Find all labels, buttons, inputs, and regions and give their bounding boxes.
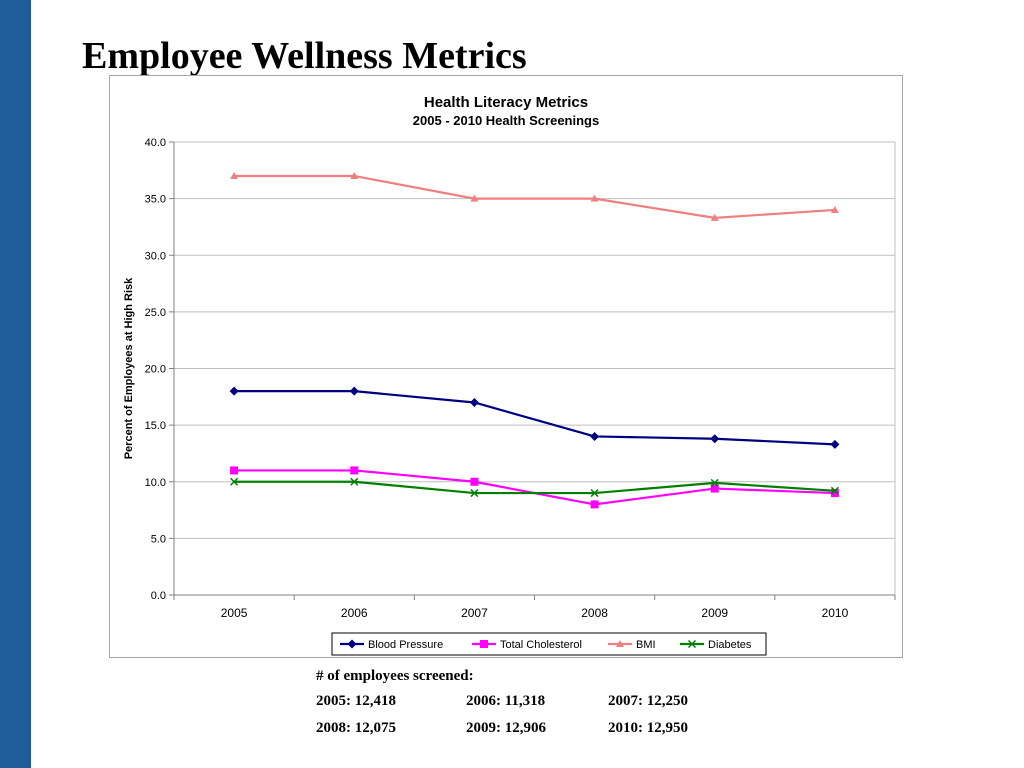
legend-label-bmi: BMI (636, 639, 656, 651)
x-tick-label: 2008 (581, 606, 608, 620)
data-point-total-cholesterol (710, 484, 719, 493)
data-point-bmi (590, 194, 599, 202)
y-tick-label: 35.0 (145, 194, 166, 206)
series-line-blood-pressure (234, 390, 835, 446)
data-point-bmi (830, 205, 839, 213)
data-point-blood-pressure (349, 386, 359, 396)
data-point-diabetes (710, 478, 719, 487)
screened-count: 2006: 11,318 (466, 693, 546, 709)
series-line-diabetes (234, 480, 835, 495)
data-point-diabetes (590, 489, 599, 498)
x-tick-label: 2010 (822, 606, 849, 620)
y-tick-label: 10.0 (145, 477, 166, 489)
data-point-bmi (230, 171, 239, 179)
x-tick-label: 2009 (701, 606, 728, 620)
data-point-blood-pressure (469, 397, 479, 407)
screened-count: 2007: 12,250 (608, 693, 688, 709)
legend-marker-total-cholesterol (480, 640, 488, 648)
legend-box (331, 632, 767, 656)
y-tick-label: 40.0 (145, 137, 166, 149)
data-point-total-cholesterol (830, 489, 839, 498)
data-point-diabetes (830, 486, 839, 495)
chart-subtitle: 2005 - 2010 Health Screenings (413, 113, 599, 128)
x-tick-label: 2005 (221, 606, 248, 620)
data-point-total-cholesterol (350, 466, 359, 475)
data-point-bmi (470, 194, 479, 202)
series-line-total-cholesterol (234, 469, 835, 506)
data-point-total-cholesterol (590, 500, 599, 509)
y-tick-label: 0.0 (151, 590, 166, 602)
screened-count: 2010: 12,950 (608, 720, 688, 736)
data-point-total-cholesterol (470, 477, 479, 486)
data-point-bmi (710, 213, 719, 221)
legend-label-blood-pressure: Blood Pressure (368, 639, 443, 651)
data-point-diabetes (350, 477, 359, 486)
screened-row: 2008: 12,075 2009: 12,906 2010: 12,950 (316, 715, 758, 742)
screened-row: 2005: 12,418 2006: 11,318 2007: 12,250 (316, 688, 758, 715)
chart-title: Health Literacy Metrics (424, 94, 588, 111)
y-tick-label: 30.0 (145, 250, 166, 262)
slide-accent-bar (0, 0, 31, 768)
x-tick-label: 2006 (341, 606, 368, 620)
y-tick-label: 15.0 (145, 420, 166, 432)
slide-title: Employee Wellness Metrics (82, 35, 527, 77)
screened-summary: # of employees screened: 2005: 12,418 20… (316, 664, 758, 742)
legend-marker-diabetes (687, 639, 697, 649)
data-point-blood-pressure (830, 439, 840, 449)
y-tick-label: 25.0 (145, 307, 166, 319)
legend-label-diabetes: Diabetes (708, 639, 752, 651)
data-point-total-cholesterol (230, 466, 239, 475)
screened-title: # of employees screened: (316, 668, 474, 684)
series-line-bmi (234, 174, 835, 219)
data-point-bmi (350, 171, 359, 179)
y-tick-label: 20.0 (145, 364, 166, 376)
data-point-diabetes (470, 489, 479, 498)
line-chart: Health Literacy Metrics 2005 - 2010 Healt… (123, 94, 896, 656)
legend-marker-bmi (616, 640, 624, 647)
screened-count: 2008: 12,075 (316, 720, 396, 736)
y-axis-label: Percent of Employees at High Risk (123, 277, 135, 459)
screened-count: 2005: 12,418 (316, 693, 396, 709)
data-point-blood-pressure (710, 434, 720, 444)
chart-frame: Health Literacy Metrics 2005 - 2010 Healt… (109, 75, 903, 658)
x-tick-label: 2007 (461, 606, 488, 620)
data-point-blood-pressure (229, 386, 239, 396)
data-point-blood-pressure (590, 431, 600, 441)
y-tick-label: 5.0 (151, 533, 166, 545)
legend-marker-blood-pressure (347, 639, 357, 649)
screened-count: 2009: 12,906 (466, 720, 546, 736)
legend-label-total-cholesterol: Total Cholesterol (500, 639, 582, 651)
data-point-diabetes (230, 477, 239, 486)
